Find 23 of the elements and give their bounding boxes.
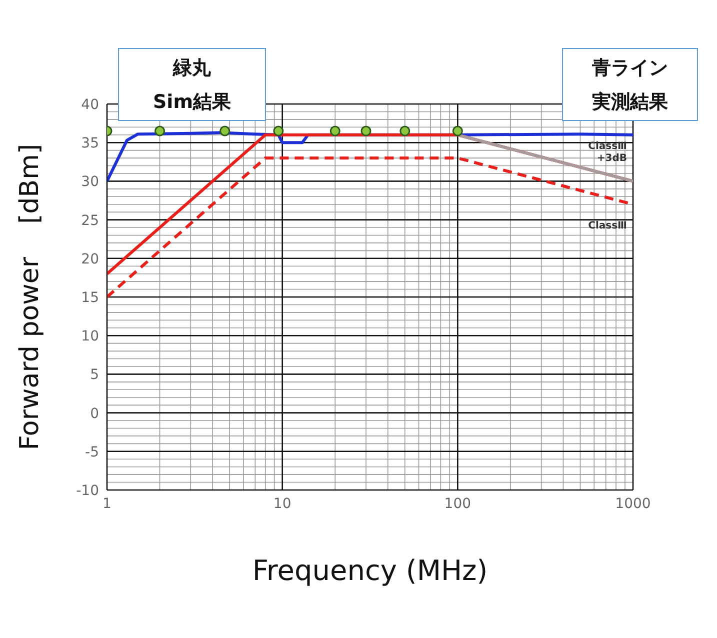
y-tick-label: -5: [85, 444, 99, 460]
x-tick-label: 100: [444, 496, 472, 512]
y-tick-label: 15: [81, 290, 99, 306]
y-tick-label: 35: [81, 136, 99, 152]
y-tick-label: -10: [76, 482, 99, 499]
y-tick-label: 40: [81, 96, 99, 113]
y-tick-label: 10: [81, 328, 99, 345]
y-tick-label: 5: [90, 367, 99, 384]
y-tick-label: 25: [81, 212, 99, 229]
y-tick-label: 30: [81, 174, 99, 190]
y-tick-label: 0: [90, 406, 99, 422]
x-tick-label: 10: [273, 496, 292, 512]
callout-box: 緑丸 Sim結果: [118, 48, 266, 121]
series-label: ClassⅢ +3dB: [588, 141, 627, 164]
annotation: Sim結果: [153, 90, 231, 114]
series-label: ClassⅢ: [588, 220, 627, 232]
annotation: 実測結果: [592, 90, 668, 114]
y-tick-label: 20: [81, 251, 99, 268]
callout-box: 青ライン 実測結果: [562, 48, 698, 121]
x-axis-title: Frequency (MHz): [252, 554, 488, 587]
y-axis-title: Forward power [dBm]: [15, 144, 45, 450]
x-tick-label: 1: [102, 496, 112, 512]
x-tick-label: 1000: [615, 496, 651, 512]
